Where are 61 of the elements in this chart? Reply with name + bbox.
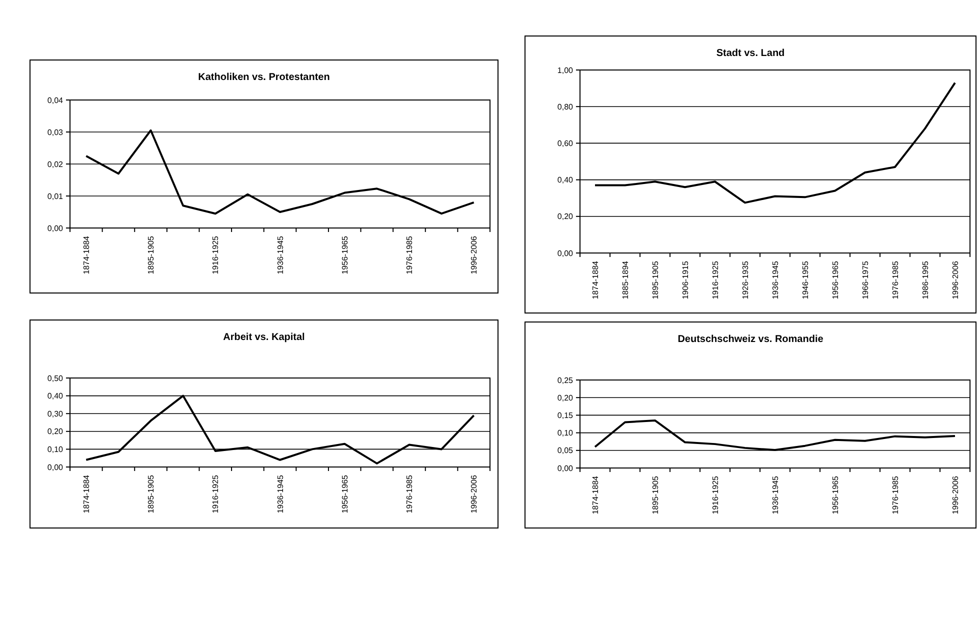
x-tick-label: 1936-1945 bbox=[276, 474, 285, 514]
chart-title: Stadt vs. Land bbox=[716, 48, 785, 59]
x-tick-label: 1874-1884 bbox=[82, 474, 91, 514]
chart-title: Katholiken vs. Protestanten bbox=[198, 72, 330, 83]
x-tick-label: 1916-1925 bbox=[710, 260, 720, 300]
y-tick-label: 0,20 bbox=[557, 212, 574, 222]
x-tick-label: 1956-1965 bbox=[830, 260, 840, 300]
y-tick-label: 0,04 bbox=[47, 96, 64, 105]
y-tick-label: 0,80 bbox=[557, 102, 574, 112]
x-tick-label: 1874-1884 bbox=[590, 260, 600, 300]
x-tick-label: 1936-1945 bbox=[276, 235, 285, 274]
x-tick-label: 1976-1985 bbox=[405, 235, 414, 274]
y-tick-label: 0,03 bbox=[47, 128, 64, 137]
x-tick-label: 1895-1905 bbox=[650, 475, 660, 514]
x-tick-label: 1956-1965 bbox=[340, 474, 350, 514]
y-tick-label: 0,60 bbox=[557, 139, 574, 148]
x-tick-label: 1916-1925 bbox=[211, 474, 220, 514]
y-tick-label: 0,00 bbox=[47, 224, 64, 233]
y-tick-label: 0,15 bbox=[557, 411, 574, 420]
x-tick-label: 1996-2006 bbox=[470, 474, 479, 514]
y-tick-label: 0,10 bbox=[557, 428, 574, 438]
y-tick-label: 0,25 bbox=[557, 376, 574, 385]
x-tick-label: 1895-1905 bbox=[146, 474, 156, 514]
x-tick-label: 1976-1985 bbox=[890, 260, 900, 300]
x-tick-label: 1956-1965 bbox=[830, 475, 840, 514]
y-tick-label: 0,20 bbox=[47, 427, 64, 436]
y-tick-label: 0,00 bbox=[47, 462, 64, 472]
x-tick-label: 1996-2006 bbox=[950, 260, 960, 300]
y-tick-label: 0,10 bbox=[47, 445, 64, 454]
chart-title: Arbeit vs. Kapital bbox=[223, 332, 306, 343]
chart-title: Deutschschweiz vs. Romandie bbox=[678, 334, 824, 345]
x-tick-label: 1956-1965 bbox=[340, 235, 350, 274]
x-tick-label: 1996-2006 bbox=[950, 475, 960, 514]
y-tick-label: 0,00 bbox=[557, 248, 574, 258]
y-tick-label: 0,20 bbox=[557, 393, 574, 402]
y-tick-label: 0,00 bbox=[557, 464, 574, 473]
x-tick-label: 1916-1925 bbox=[710, 475, 720, 514]
x-tick-label: 1874-1884 bbox=[82, 235, 91, 274]
x-tick-label: 1976-1985 bbox=[405, 474, 414, 514]
x-tick-label: 1926-1935 bbox=[740, 260, 750, 300]
x-tick-label: 1895-1905 bbox=[146, 235, 156, 274]
x-tick-label: 1966-1975 bbox=[860, 260, 870, 300]
x-tick-label: 1996-2006 bbox=[470, 235, 479, 274]
y-tick-label: 0,02 bbox=[47, 160, 64, 169]
y-tick-label: 0,01 bbox=[47, 192, 64, 201]
y-tick-label: 0,40 bbox=[557, 176, 574, 185]
y-tick-label: 0,40 bbox=[47, 392, 64, 401]
x-tick-label: 1976-1985 bbox=[890, 475, 900, 514]
x-tick-label: 1936-1945 bbox=[770, 475, 780, 514]
x-tick-label: 1874-1884 bbox=[590, 475, 600, 514]
x-tick-label: 1885-1894 bbox=[620, 260, 630, 300]
x-tick-label: 1906-1915 bbox=[680, 260, 690, 300]
y-tick-label: 0,30 bbox=[47, 409, 64, 418]
y-tick-label: 0,05 bbox=[557, 446, 574, 456]
x-tick-label: 1946-1955 bbox=[800, 260, 810, 300]
x-tick-label: 1916-1925 bbox=[211, 235, 220, 274]
x-tick-label: 1895-1905 bbox=[650, 260, 660, 300]
y-tick-label: 1,00 bbox=[557, 66, 574, 75]
x-tick-label: 1986-1995 bbox=[920, 260, 930, 300]
x-tick-label: 1936-1945 bbox=[770, 260, 780, 300]
y-tick-label: 0,50 bbox=[47, 374, 64, 383]
